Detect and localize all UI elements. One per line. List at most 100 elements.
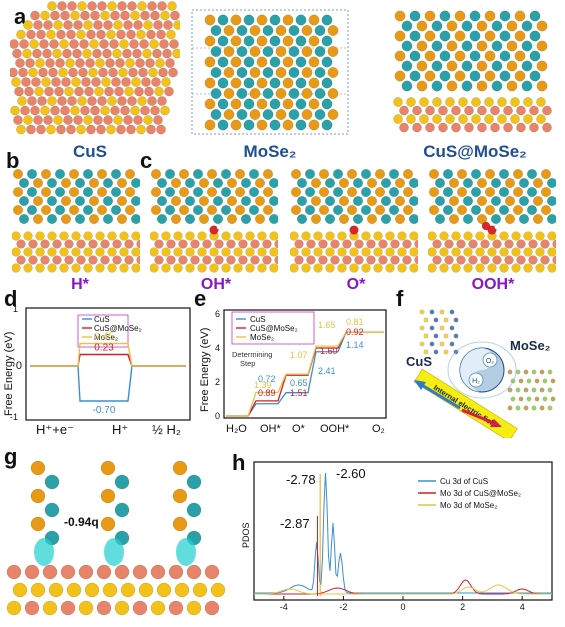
cu-s-atom bbox=[552, 255, 556, 265]
mo-se-atom bbox=[311, 214, 322, 225]
mo-se-atom bbox=[185, 214, 196, 225]
cu-s-atom bbox=[95, 58, 105, 68]
cu-s-atom bbox=[116, 29, 126, 40]
cu-s-atom bbox=[103, 20, 113, 30]
mo-se-atom bbox=[394, 214, 405, 225]
mo-se-atom bbox=[199, 177, 210, 189]
cu-s-atom bbox=[250, 239, 260, 249]
panel-f-mose2-atom bbox=[515, 387, 521, 393]
mo-se-atom bbox=[210, 46, 222, 57]
cu-s-atom bbox=[406, 97, 416, 107]
cu-s-atom bbox=[432, 239, 442, 249]
mo-se-atom bbox=[61, 177, 72, 189]
panel-g-cu-atom bbox=[42, 564, 58, 580]
cu-s-atom bbox=[92, 48, 102, 59]
cu-s-atom bbox=[64, 239, 74, 249]
cu-s-atom bbox=[154, 255, 164, 265]
mo-se-atom bbox=[230, 14, 242, 26]
mo-se-atom bbox=[499, 10, 511, 22]
chart-h-xtick-label: 4 bbox=[520, 602, 525, 612]
mo-se-atom bbox=[236, 25, 248, 36]
panel-a-mose2-slab bbox=[191, 9, 349, 135]
cu-s-atom bbox=[15, 58, 25, 68]
panel-g-cu-s-atom bbox=[150, 600, 166, 616]
mo-se-atom bbox=[156, 177, 168, 189]
chart-d-legend-box bbox=[77, 314, 129, 348]
panel-f-arrowhead-red bbox=[490, 419, 502, 427]
mo-se-atom bbox=[156, 214, 168, 225]
cu-s-atom bbox=[425, 105, 435, 116]
panel-f-mose2-atom bbox=[507, 405, 513, 411]
cu-s-atom bbox=[47, 263, 57, 273]
mo-se-atom bbox=[256, 119, 268, 131]
cu-s-atom bbox=[146, 124, 156, 135]
cu-s-atom bbox=[26, 124, 36, 135]
mo-se-atom bbox=[401, 20, 413, 32]
mo-se-atom bbox=[254, 214, 265, 225]
cu-s-atom bbox=[24, 86, 34, 97]
chart-e-ylabel: Free Energy (eV) bbox=[199, 328, 211, 412]
mo-se-atom bbox=[262, 46, 274, 57]
cu-s-atom bbox=[57, 96, 67, 106]
panel-f-cus-atom bbox=[429, 325, 435, 331]
cu-s-atom bbox=[503, 105, 513, 116]
chart-d-value-label: -0.70 bbox=[93, 405, 116, 416]
mo-se-atom bbox=[308, 77, 320, 89]
cu-s-atom bbox=[444, 255, 454, 265]
cu-s-atom bbox=[71, 263, 81, 273]
cu-s-atom bbox=[366, 239, 376, 249]
cu-s-atom bbox=[107, 231, 117, 241]
cu-s-atom bbox=[451, 231, 461, 241]
mo-se-atom bbox=[499, 70, 511, 82]
cu-s-atom bbox=[313, 263, 323, 273]
mo-se-atom bbox=[288, 67, 300, 78]
cu-s-atom bbox=[23, 263, 33, 273]
mo-se-atom bbox=[301, 67, 313, 78]
cu-s-atom bbox=[95, 247, 105, 257]
cu-s-atom bbox=[197, 247, 207, 257]
mo-se-atom bbox=[327, 46, 339, 57]
mo-se-atom bbox=[254, 177, 265, 189]
cu-s-atom bbox=[463, 263, 473, 273]
panel-g-cu-s-atom bbox=[114, 600, 130, 616]
cu-s-atom bbox=[105, 58, 115, 68]
cu-s-atom bbox=[107, 247, 117, 257]
panel-g-s-atom bbox=[102, 582, 118, 598]
chart-d-legend-label: MoSe₂ bbox=[94, 333, 118, 342]
cu-s-atom bbox=[29, 39, 39, 49]
cu-s-atom bbox=[46, 124, 56, 135]
mo-se-atom bbox=[325, 177, 336, 189]
cu-s-atom bbox=[202, 239, 212, 249]
cu-s-atom bbox=[385, 263, 395, 273]
mo-se-atom bbox=[33, 214, 44, 225]
mo-se-atom bbox=[18, 196, 30, 207]
panel-g-cu-s-atom bbox=[24, 600, 40, 616]
cu-s-atom bbox=[147, 1, 157, 11]
mo-se-atom bbox=[434, 214, 446, 225]
panel-f-mose2-atom bbox=[539, 369, 545, 375]
cu-s-atom bbox=[245, 263, 255, 273]
mo-se-atom bbox=[439, 10, 451, 22]
chart-e-annotation-determining: Determining bbox=[232, 350, 272, 359]
mo-se-atom bbox=[360, 187, 371, 198]
mo-se-atom bbox=[428, 205, 440, 216]
cu-s-atom bbox=[76, 29, 86, 40]
mo-se-atom bbox=[236, 88, 248, 99]
cu-s-atom bbox=[88, 67, 98, 78]
panel-f-mose2-label: MoSe₂ bbox=[510, 338, 551, 353]
cu-s-atom bbox=[516, 105, 526, 116]
mo-se-atom bbox=[526, 168, 537, 180]
panel-g-mose2-atom bbox=[100, 516, 116, 532]
cu-s-atom bbox=[123, 115, 133, 125]
cu-s-atom bbox=[173, 231, 183, 241]
mo-se-atom bbox=[230, 56, 242, 68]
cu-s-atom bbox=[419, 97, 429, 107]
cu-s-atom bbox=[23, 247, 33, 257]
mo-se-atom bbox=[439, 30, 451, 42]
cu-s-atom bbox=[490, 122, 500, 133]
cu-s-atom bbox=[173, 247, 183, 257]
cu-s-atom bbox=[409, 263, 418, 273]
mo-se-atom bbox=[236, 46, 248, 57]
mo-se-atom bbox=[61, 196, 72, 207]
mo-se-atom bbox=[374, 187, 385, 198]
